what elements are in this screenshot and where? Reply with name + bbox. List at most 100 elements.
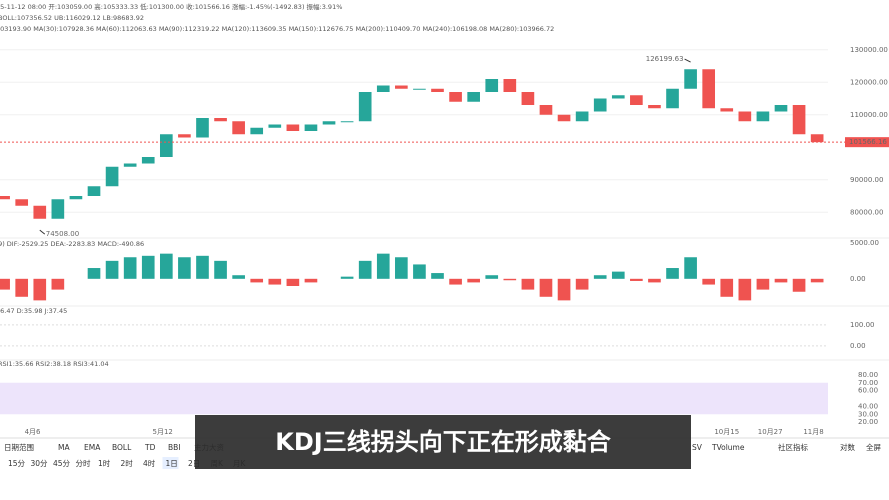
macd-bar xyxy=(268,278,282,285)
y-tick-label: 80.00 xyxy=(858,371,878,379)
x-tick-label: 5月12 xyxy=(153,428,173,436)
candle xyxy=(69,196,83,200)
indicator-button[interactable]: TD xyxy=(144,443,156,452)
last-price-tag xyxy=(845,137,889,148)
macd-bar xyxy=(51,278,65,290)
macd-bar xyxy=(467,278,480,283)
y-tick-label: 0.00 xyxy=(850,275,866,283)
macd-bar xyxy=(123,257,137,279)
y-tick-label: 5000.00 xyxy=(850,239,879,247)
period-button[interactable]: 1时 xyxy=(98,458,111,468)
period-button[interactable]: 2日 xyxy=(188,459,200,468)
macd-bar xyxy=(33,278,47,301)
candle xyxy=(503,79,517,92)
candle xyxy=(449,92,462,102)
macd-bar xyxy=(666,268,679,279)
macd-bar xyxy=(792,278,806,292)
macd-bar xyxy=(611,271,625,279)
caption-box xyxy=(195,415,691,469)
low-pointer xyxy=(39,229,46,235)
indicator-button[interactable]: BBI xyxy=(168,443,181,452)
macd-bar xyxy=(159,253,173,279)
candle xyxy=(413,88,426,90)
kdj-legend: 36.47 D:35.98 J:37.45 xyxy=(0,307,67,315)
candle xyxy=(51,199,65,219)
macd-bar xyxy=(431,273,444,279)
macd-bar xyxy=(521,278,535,290)
candle xyxy=(557,114,571,122)
y-tick-label: 0.00 xyxy=(850,342,866,350)
indicator-button[interactable]: 日期范围 xyxy=(4,442,34,452)
candle xyxy=(521,92,535,105)
candle xyxy=(286,124,300,131)
y-tick-label: 60.00 xyxy=(858,387,878,395)
x-tick-label: 4月6 xyxy=(25,428,41,436)
indicator-button[interactable]: EMA xyxy=(84,443,101,452)
macd-bar xyxy=(395,257,408,279)
period-button[interactable]: 45分 xyxy=(53,459,71,468)
candle xyxy=(376,85,390,92)
tool-button[interactable]: TVolume xyxy=(711,443,745,452)
candle xyxy=(196,118,209,138)
macd-bar xyxy=(503,278,517,281)
period-button[interactable]: 15分 xyxy=(8,459,26,468)
macd-bar xyxy=(358,260,372,279)
candle xyxy=(684,69,697,89)
indicator-button[interactable]: MA xyxy=(58,443,70,452)
tool-button[interactable]: 对数 xyxy=(840,442,855,452)
y-tick-label: 80000.00 xyxy=(850,208,883,216)
macd-bar xyxy=(684,257,697,279)
candle xyxy=(467,92,480,102)
candle xyxy=(304,124,318,131)
macd-bar xyxy=(648,278,661,283)
macd-bar xyxy=(304,278,318,283)
candle xyxy=(756,111,770,122)
low-label: 74508.00 xyxy=(46,230,79,238)
indicator-button[interactable]: BOLL xyxy=(112,443,132,452)
candle xyxy=(322,121,336,125)
candle xyxy=(395,85,408,89)
rsi-legend: RSI1:35.66 RSI2:38.18 RSI3:41.04 xyxy=(0,360,109,368)
y-tick-label: 30.00 xyxy=(858,410,878,418)
period-active xyxy=(162,457,179,469)
last-price-label: 101566.16 xyxy=(849,138,887,146)
y-tick-label: 70.00 xyxy=(858,379,878,387)
macd-legend: .9) DIF:-2529.25 DEA:-2283.83 MACD:-490.… xyxy=(0,240,144,248)
macd-bar xyxy=(485,275,499,279)
period-button[interactable]: 1日 xyxy=(166,459,178,468)
period-button[interactable]: 分时 xyxy=(76,458,91,468)
macd-bar xyxy=(15,278,29,297)
tool-button[interactable]: 社区指标 xyxy=(778,442,808,452)
rsi-band xyxy=(0,382,828,415)
macd-bar xyxy=(756,278,770,290)
macd-bar xyxy=(141,255,155,279)
macd-bar xyxy=(575,278,589,290)
y-tick-label: 130000.00 xyxy=(850,46,888,54)
y-tick-label: 40.00 xyxy=(858,402,878,410)
period-button[interactable]: 4时 xyxy=(143,458,156,468)
candle xyxy=(485,79,499,92)
candle xyxy=(232,121,245,135)
candle xyxy=(105,166,119,187)
macd-bar xyxy=(720,278,734,297)
high-pointer xyxy=(684,58,691,63)
y-tick-label: 120000.00 xyxy=(850,78,888,86)
candle xyxy=(810,134,824,143)
candle xyxy=(792,105,806,135)
period-button[interactable]: 2时 xyxy=(121,458,134,468)
macd-bar xyxy=(557,278,571,301)
macd-bar xyxy=(286,278,300,286)
tool-button[interactable]: SV xyxy=(692,443,703,452)
macd-bar xyxy=(178,257,191,279)
macd-bar xyxy=(593,275,607,279)
tool-button[interactable]: 全屏 xyxy=(866,442,881,452)
candle xyxy=(123,163,137,167)
candle xyxy=(611,95,625,99)
macd-bar xyxy=(702,278,716,285)
macd-bar xyxy=(340,276,354,279)
candle xyxy=(141,157,155,164)
period-button[interactable]: 30分 xyxy=(31,459,49,468)
candle xyxy=(575,111,589,122)
macd-bar xyxy=(105,260,119,279)
macd-bar xyxy=(0,278,10,290)
